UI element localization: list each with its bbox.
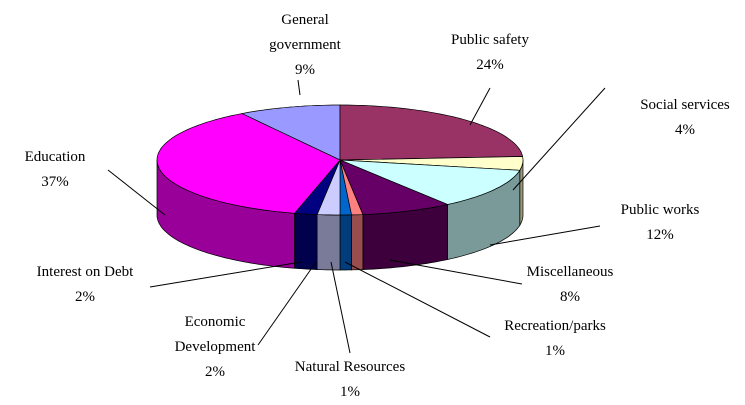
leader-line [297, 79, 301, 96]
slice [240, 104, 341, 161]
category-name: General government [269, 12, 341, 53]
value-label: 1% [340, 384, 360, 400]
slice [339, 104, 524, 161]
slice-side [351, 214, 364, 271]
value-label: 24% [476, 57, 504, 73]
slice-label: Miscellaneous 8% [490, 260, 650, 310]
leader-line [257, 261, 317, 346]
leader-line [344, 261, 491, 338]
slice-label: Public works 12% [580, 198, 740, 248]
value-label: 9% [295, 62, 315, 78]
category-name: Natural Resources [294, 359, 406, 375]
slice-side [294, 212, 318, 270]
slice-label: Interest on Debt 2% [5, 260, 165, 310]
category-name: Public works [620, 202, 700, 218]
value-label: 2% [75, 289, 95, 305]
value-label: 37% [41, 174, 69, 190]
slice-label: Recreation/parks 1% [475, 314, 635, 364]
leader-line [489, 225, 601, 246]
value-label: 8% [560, 289, 580, 305]
value-label: 2% [205, 364, 225, 380]
slice-side [316, 214, 341, 271]
slice [339, 156, 524, 171]
category-name: Economic Development [174, 314, 256, 355]
slice-label: Social services 4% [605, 93, 745, 143]
category-name: Miscellaneous [526, 264, 614, 280]
category-name: Public safety [451, 32, 529, 48]
slice-label: Education 37% [0, 145, 135, 195]
slice [339, 159, 521, 205]
slice [339, 159, 449, 215]
leader-line [512, 87, 606, 191]
category-name: Recreation/parks [504, 318, 606, 334]
slice-label: Public safety 24% [410, 28, 570, 78]
slice-side [339, 214, 352, 271]
value-label: 4% [675, 122, 695, 138]
category-name: Interest on Debt [36, 264, 134, 280]
leader-line [389, 259, 523, 285]
leader-line [330, 261, 351, 354]
leader-line [149, 261, 302, 288]
slice-label: General government 9% [250, 8, 360, 83]
leader-line [107, 169, 166, 216]
category-name: Social services [640, 97, 730, 113]
value-label: 12% [646, 227, 674, 243]
leader-line [469, 87, 491, 126]
category-name: Education [24, 149, 86, 165]
slice-label: Economic Development 2% [160, 310, 270, 385]
value-label: 1% [545, 343, 565, 359]
slice [156, 113, 341, 214]
slice-label: Natural Resources 1% [270, 355, 430, 405]
